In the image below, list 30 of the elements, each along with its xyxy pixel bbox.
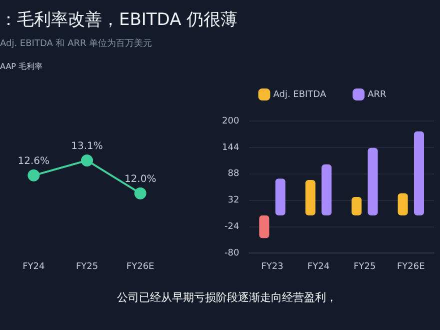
y-tick-label: 88: [228, 169, 240, 180]
y-tick-label: 200: [222, 116, 240, 126]
x-tick-label: FY24: [307, 262, 330, 272]
x-tick-label: FY26E: [396, 262, 426, 272]
y-tick-label: -80: [224, 248, 240, 259]
chart-title: ：毛利率改善，EBITDA 仍很薄: [0, 9, 238, 31]
bar: [368, 148, 378, 216]
bar: [352, 197, 362, 216]
data-label: 13.1%: [71, 141, 103, 152]
bar: [259, 215, 270, 238]
bar: [414, 131, 424, 216]
text: AAP 毛利率: [0, 62, 43, 71]
data-label: 12.6%: [18, 156, 50, 167]
text: 公司已经从早期亏损阶段逐渐走向经营盈利，: [116, 291, 338, 305]
y-tick-label: 32: [228, 196, 240, 206]
y-tick-label: 144: [222, 142, 240, 153]
y-tick-label: -24: [224, 222, 240, 232]
x-tick-label: FY25: [354, 262, 376, 272]
bar: [305, 180, 316, 216]
bar: [322, 164, 332, 216]
bar: [398, 193, 408, 216]
chart-subtitle: Adj. EBITDA 和 ARR 单位为百万美元: [0, 38, 152, 50]
legend-label: Adj. EBITDA: [273, 90, 327, 100]
x-tick-label: FY25: [76, 262, 98, 272]
data-label: 12.0%: [124, 174, 156, 185]
x-tick-label: FY26E: [126, 262, 155, 272]
bar: [275, 178, 286, 216]
x-tick-label: FY24: [22, 262, 45, 272]
x-tick-label: FY23: [261, 262, 284, 272]
legend-label: ARR: [368, 90, 386, 100]
